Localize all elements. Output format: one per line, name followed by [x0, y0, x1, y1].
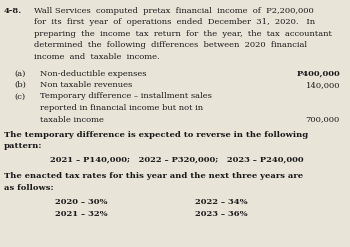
Text: preparing  the  income  tax  return  for  the  year,  the  tax  accountant: preparing the income tax return for the … [34, 30, 332, 38]
Text: (a): (a) [14, 69, 25, 78]
Text: 700,000: 700,000 [306, 116, 340, 124]
Text: 2023 – 36%: 2023 – 36% [195, 210, 248, 218]
Text: pattern:: pattern: [4, 143, 42, 150]
Text: for  its  first  year  of  operations  ended  December  31,  2020.   In: for its first year of operations ended D… [34, 19, 315, 26]
Text: determined  the  following  differences  between  2020  financial: determined the following differences bet… [34, 41, 307, 49]
Text: 2022 – 34%: 2022 – 34% [195, 199, 248, 206]
Text: income  and  taxable  income.: income and taxable income. [34, 53, 160, 61]
Text: 2020 – 30%: 2020 – 30% [55, 199, 107, 206]
Text: 140,000: 140,000 [306, 81, 340, 89]
Text: 2021 – P140,000;   2022 – P320,000;   2023 – P240,000: 2021 – P140,000; 2022 – P320,000; 2023 –… [50, 156, 304, 164]
Text: Non taxable revenues: Non taxable revenues [40, 81, 132, 89]
Text: as follows:: as follows: [4, 184, 54, 192]
Text: 2021 – 32%: 2021 – 32% [55, 210, 108, 218]
Text: P400,000: P400,000 [296, 69, 340, 78]
Text: Non-deductible expenses: Non-deductible expenses [40, 69, 147, 78]
Text: The temporary difference is expected to reverse in the following: The temporary difference is expected to … [4, 131, 308, 139]
Text: The enacted tax rates for this year and the next three years are: The enacted tax rates for this year and … [4, 172, 303, 181]
Text: (b): (b) [14, 81, 26, 89]
Text: (c): (c) [14, 92, 25, 101]
Text: taxable income: taxable income [40, 116, 104, 124]
Text: reported in financial income but not in: reported in financial income but not in [40, 104, 203, 112]
Text: 4-8.: 4-8. [4, 7, 22, 15]
Text: Wall Services  computed  pretax  financial  income  of  P2,200,000: Wall Services computed pretax financial … [34, 7, 314, 15]
Text: Temporary difference – installment sales: Temporary difference – installment sales [40, 92, 212, 101]
